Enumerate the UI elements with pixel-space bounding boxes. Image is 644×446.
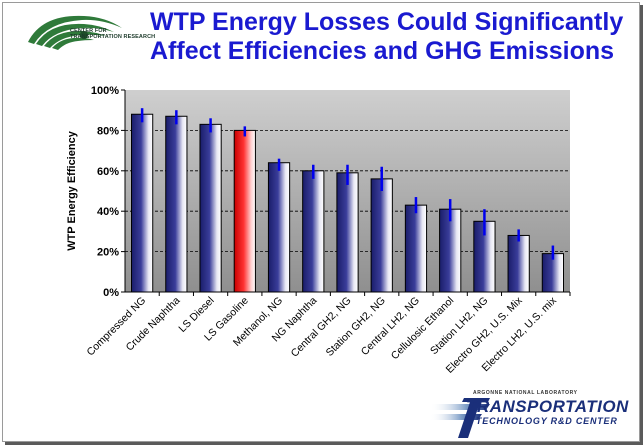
y-tick-label: 60%	[97, 166, 119, 178]
bar	[267, 162, 291, 293]
x-tick-label: Central LH2, NG	[359, 295, 422, 358]
bar	[199, 123, 222, 293]
ctr-logo-swoosh-icon	[28, 15, 122, 50]
bar	[370, 178, 393, 293]
y-axis-label: WTP Energy Efficiency	[66, 130, 78, 250]
ctr-logo-text: CENTER FOR TRANSPORTATION RESEARCH	[70, 28, 156, 40]
bar	[439, 208, 462, 293]
x-tick-label: Compressed NG	[84, 295, 148, 359]
y-tick-label: 40%	[97, 206, 119, 218]
y-tick-label: 100%	[91, 85, 119, 97]
bar	[165, 115, 188, 293]
slide-title-line-1: WTP Energy Losses Could Significantly	[150, 8, 624, 36]
x-tick-label: Station GH2, NG	[324, 295, 388, 359]
rd-center-logo-text: TECHNOLOGY R&D CENTER	[476, 416, 618, 426]
x-tick-label: Central GH2, NG	[289, 295, 354, 360]
y-tick-label: 20%	[97, 247, 119, 259]
bar	[336, 172, 359, 293]
bar	[404, 204, 428, 293]
slide-title: WTP Energy Losses Could Significantly Af…	[150, 8, 624, 66]
anl-logo-text: ARGONNE NATIONAL LABORATORY	[473, 390, 578, 396]
bar	[302, 170, 325, 293]
bar	[233, 129, 256, 293]
slide-title-line-2: Affect Efficiencies and GHG Emissions	[150, 37, 615, 65]
transportation-logo-text: TRANSPORTATION	[466, 397, 629, 416]
x-tick-label: Cellulosic Ethanol	[389, 295, 457, 363]
y-tick-label: 0%	[103, 287, 119, 299]
bar	[507, 234, 530, 293]
y-tick-label: 80%	[97, 125, 119, 137]
transportation-logo-icon	[430, 398, 490, 438]
bar	[131, 113, 154, 293]
